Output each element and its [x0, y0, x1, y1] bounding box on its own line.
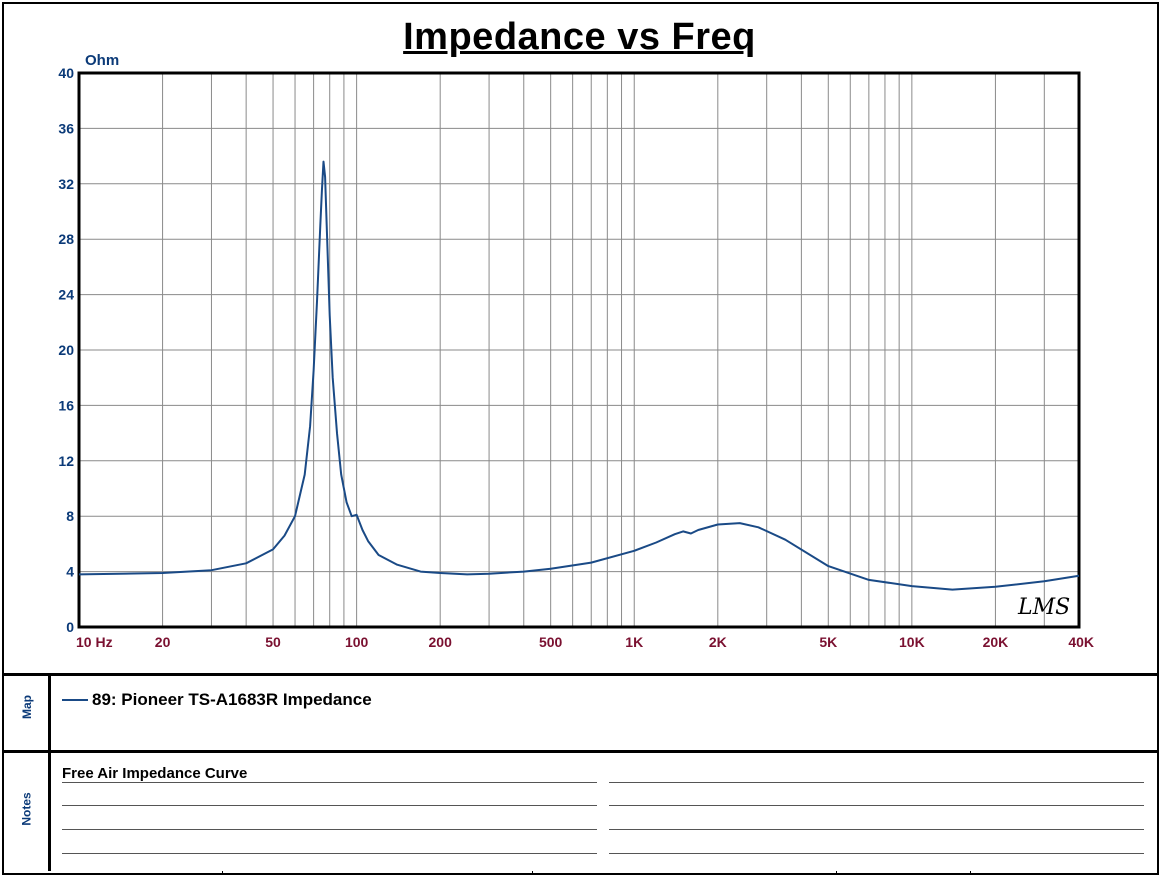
legend-swatch	[62, 699, 88, 701]
x-tick-label: 5K	[819, 634, 837, 650]
x-tick-label: 2K	[709, 634, 727, 650]
x-tick-label: 20K	[983, 634, 1009, 650]
y-tick-label: 12	[58, 453, 74, 469]
notes-divider	[2, 750, 1159, 753]
map-divider	[2, 673, 1159, 676]
x-tick-labels: 10 Hz 20 50 100 200 500 1K 2K 5K 10K 20K 40K	[76, 634, 1094, 650]
map-panel-label: Map	[20, 695, 34, 719]
bottom-tick	[532, 871, 533, 875]
bottom-tick	[836, 871, 837, 875]
note-line	[62, 853, 597, 854]
grid-lines	[79, 73, 1079, 627]
x-tick-label: 200	[429, 634, 453, 650]
impedance-curve	[78, 160, 1080, 591]
x-tick-label: 10K	[899, 634, 925, 650]
y-tick-label: 20	[58, 342, 74, 358]
impedance-chart: 0 4 8 12 16 20 24 28 32 36 40 10 Hz 20 50 100 200 500 1K…	[58, 52, 1094, 650]
legend-text: 89: Pioneer TS-A1683R Impedance	[92, 690, 372, 709]
y-tick-label: 32	[58, 176, 74, 192]
bottom-tick	[222, 871, 223, 875]
x-tick-label: 100	[345, 634, 369, 650]
notes-text: Free Air Impedance Curve	[62, 765, 248, 782]
y-tick-label: 16	[58, 397, 74, 413]
x-tick-label: 1K	[625, 634, 643, 650]
x-tick-label: 20	[155, 634, 171, 650]
note-line	[609, 829, 1144, 830]
y-tick-label: 28	[58, 231, 74, 247]
x-tick-label: 50	[265, 634, 281, 650]
bottom-tick	[970, 871, 971, 875]
x-tick-label: 500	[539, 634, 563, 650]
notes-panel-label: Notes	[20, 792, 34, 826]
chart-title: Impedance vs Freq	[403, 16, 756, 58]
y-tick-label: 0	[66, 619, 74, 635]
x-tick-label: 40K	[1068, 634, 1094, 650]
panel-label-divider	[48, 675, 51, 871]
note-line	[609, 853, 1144, 854]
note-line	[609, 805, 1144, 806]
x-tick-label: 10 Hz	[76, 634, 113, 650]
y-tick-label: 4	[66, 564, 74, 580]
y-axis-label: Ohm	[85, 52, 119, 69]
y-tick-label: 36	[58, 120, 74, 136]
y-tick-label: 40	[58, 65, 74, 81]
legend-entry: 89: Pioneer TS-A1683R Impedance	[62, 690, 372, 710]
note-line	[62, 805, 597, 806]
y-tick-labels: 0 4 8 12 16 20 24 28 32 36 40	[58, 65, 74, 635]
note-line	[62, 782, 597, 783]
y-tick-label: 8	[66, 508, 74, 524]
y-tick-label: 24	[58, 287, 74, 303]
lms-watermark: LMS	[1017, 595, 1070, 620]
note-line	[62, 829, 597, 830]
plot-border	[77, 71, 1081, 629]
note-line	[609, 782, 1144, 783]
